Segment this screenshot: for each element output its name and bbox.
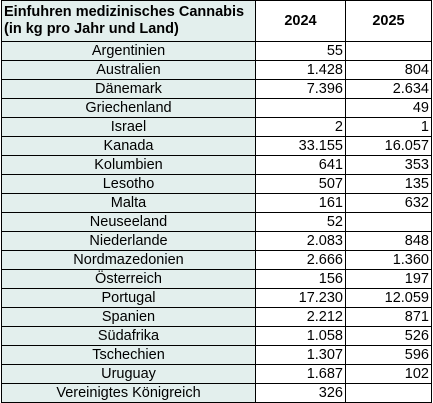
- value-2025-cell: 16.057: [345, 136, 432, 156]
- value-2024-cell: 1.058: [255, 326, 346, 346]
- country-cell: Australien: [1, 60, 256, 80]
- table-row: Australien 1.428 804: [1, 60, 432, 80]
- country-cell: Uruguay: [1, 364, 256, 384]
- value-2024-cell: 2.666: [255, 250, 346, 270]
- table-row: Lesotho 507 135: [1, 174, 432, 194]
- table-subtitle: (in kg pro Jahr und Land): [4, 21, 179, 37]
- value-2025-cell: [345, 212, 432, 232]
- value-2025-cell: 135: [345, 174, 432, 194]
- country-cell: Südafrika: [1, 326, 256, 346]
- value-2024-cell: 33.155: [255, 136, 346, 156]
- country-cell: Israel: [1, 117, 256, 137]
- table-row: Griechenland 49: [1, 98, 432, 118]
- table-title: Einfuhren medizinisches Cannabis: [4, 4, 245, 20]
- country-cell: Vereinigtes Königreich: [1, 383, 256, 403]
- value-2025-cell: [345, 383, 432, 403]
- value-2024-cell: 1.307: [255, 345, 346, 365]
- table-row: Argentinien 55: [1, 41, 432, 61]
- country-cell: Nordmazedonien: [1, 250, 256, 270]
- country-cell: Neuseeland: [1, 212, 256, 232]
- country-cell: Niederlande: [1, 231, 256, 251]
- table-header-row: Einfuhren medizinisches Cannabis (in kg …: [1, 0, 432, 42]
- value-2024-cell: 1.687: [255, 364, 346, 384]
- table-row: Portugal 17.230 12.059: [1, 288, 432, 308]
- value-2025-cell: 1: [345, 117, 432, 137]
- value-2025-cell: 632: [345, 193, 432, 213]
- value-2025-cell: [345, 41, 432, 61]
- country-cell: Tschechien: [1, 345, 256, 365]
- value-2024-cell: 52: [255, 212, 346, 232]
- country-cell: Österreich: [1, 269, 256, 289]
- value-2024-cell: 156: [255, 269, 346, 289]
- value-2024-cell: 641: [255, 155, 346, 175]
- country-cell: Dänemark: [1, 79, 256, 99]
- table-row: Nordmazedonien 2.666 1.360: [1, 250, 432, 270]
- table-title-cell: Einfuhren medizinisches Cannabis (in kg …: [1, 0, 256, 42]
- value-2024-cell: 1.428: [255, 60, 346, 80]
- value-2024-cell: 2.083: [255, 231, 346, 251]
- table-row: Österreich 156 197: [1, 269, 432, 289]
- value-2025-cell: 871: [345, 307, 432, 327]
- table-row: Niederlande 2.083 848: [1, 231, 432, 251]
- country-cell: Argentinien: [1, 41, 256, 61]
- table-body: Argentinien 55 Australien 1.428 804 Dänemark 7…: [1, 41, 432, 403]
- table-row: Israel 2 1: [1, 117, 432, 137]
- value-2025-cell: 49: [345, 98, 432, 118]
- table-row: Uruguay 1.687 102: [1, 364, 432, 384]
- value-2024-cell: 161: [255, 193, 346, 213]
- value-2025-cell: 12.059: [345, 288, 432, 308]
- table-row: Vereinigtes Königreich 326: [1, 383, 432, 403]
- value-2024-cell: 17.230: [255, 288, 346, 308]
- table-row: Kolumbien 641 353: [1, 155, 432, 175]
- table-row: Dänemark 7.396 2.634: [1, 79, 432, 99]
- country-cell: Kanada: [1, 136, 256, 156]
- value-2025-cell: 353: [345, 155, 432, 175]
- value-2025-cell: 526: [345, 326, 432, 346]
- value-2025-cell: 102: [345, 364, 432, 384]
- country-cell: Malta: [1, 193, 256, 213]
- country-cell: Portugal: [1, 288, 256, 308]
- value-2024-cell: 7.396: [255, 79, 346, 99]
- value-2025-cell: 2.634: [345, 79, 432, 99]
- table-row: Tschechien 1.307 596: [1, 345, 432, 365]
- country-cell: Spanien: [1, 307, 256, 327]
- value-2025-cell: 848: [345, 231, 432, 251]
- table-row: Spanien 2.212 871: [1, 307, 432, 327]
- value-2024-cell: 2: [255, 117, 346, 137]
- value-2025-cell: 596: [345, 345, 432, 365]
- table-row: Kanada 33.155 16.057: [1, 136, 432, 156]
- value-2024-cell: [255, 98, 346, 118]
- column-header-2024: 2024: [255, 0, 346, 42]
- table-row: Malta 161 632: [1, 193, 432, 213]
- column-header-2025: 2025: [345, 0, 432, 42]
- value-2024-cell: 326: [255, 383, 346, 403]
- value-2024-cell: 55: [255, 41, 346, 61]
- country-cell: Kolumbien: [1, 155, 256, 175]
- value-2025-cell: 197: [345, 269, 432, 289]
- country-cell: Griechenland: [1, 98, 256, 118]
- country-cell: Lesotho: [1, 174, 256, 194]
- value-2024-cell: 2.212: [255, 307, 346, 327]
- table-row: Südafrika 1.058 526: [1, 326, 432, 346]
- value-2025-cell: 1.360: [345, 250, 432, 270]
- table-row: Neuseeland 52: [1, 212, 432, 232]
- value-2025-cell: 804: [345, 60, 432, 80]
- value-2024-cell: 507: [255, 174, 346, 194]
